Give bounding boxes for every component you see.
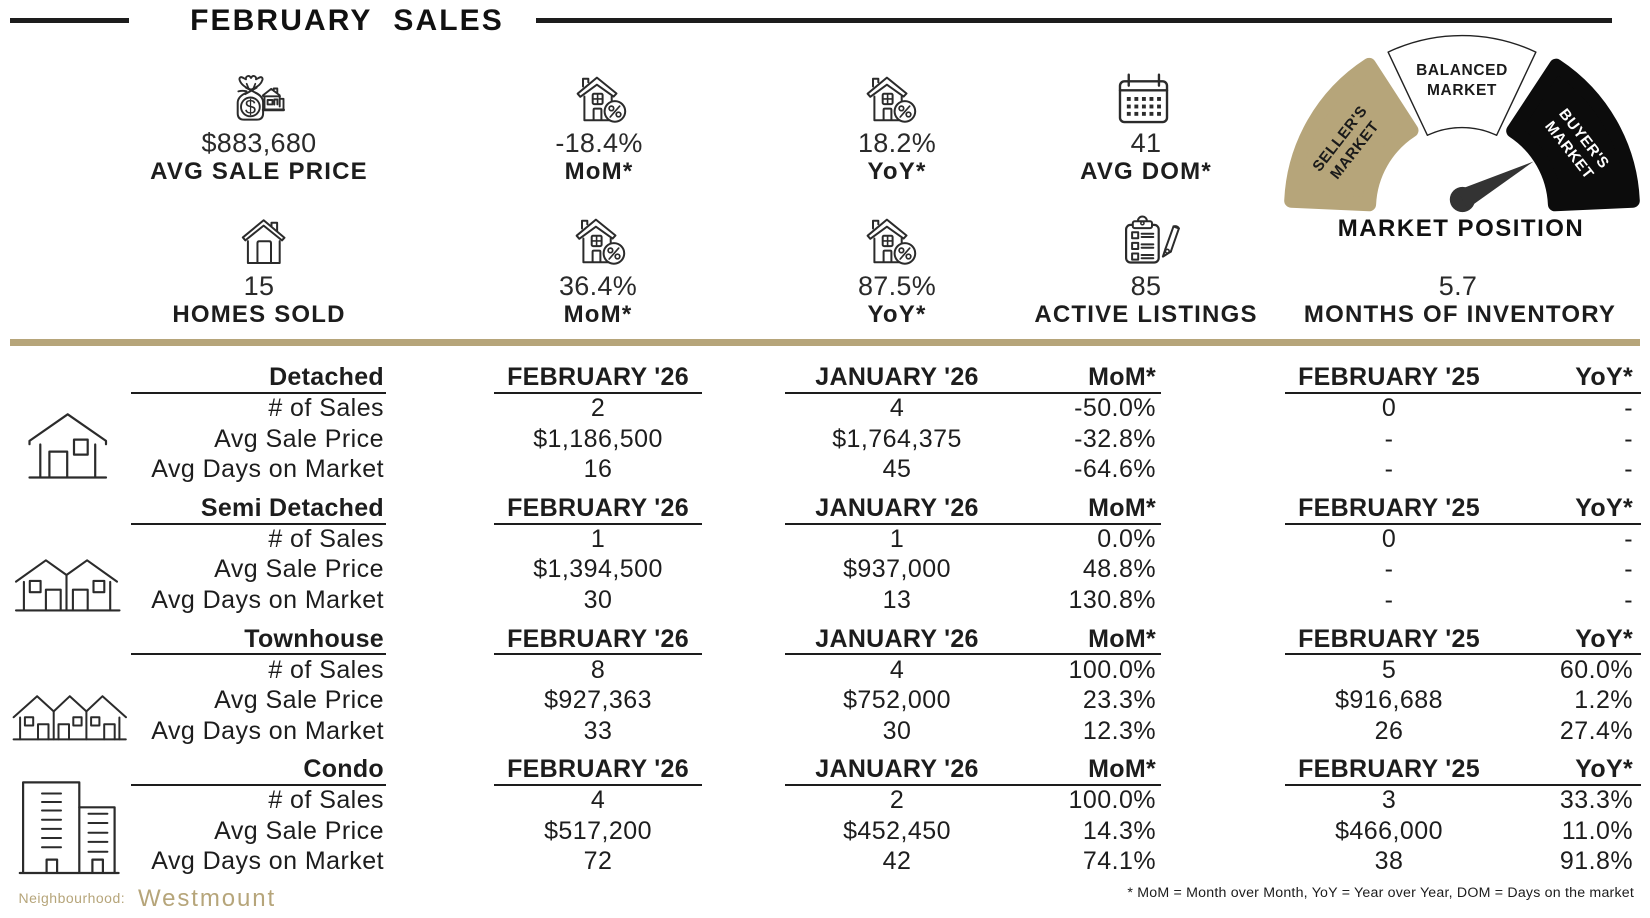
- svg-text:$: $: [245, 97, 256, 119]
